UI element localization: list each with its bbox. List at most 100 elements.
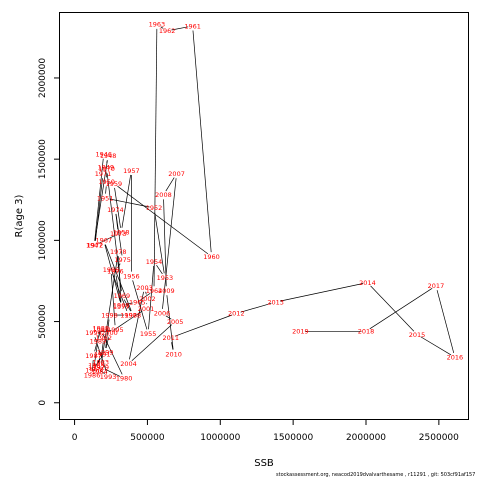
year-point-label: 1986: [84, 371, 101, 379]
year-point-label: 1998: [101, 311, 118, 319]
series-segment: [93, 345, 98, 366]
series-segment: [114, 187, 121, 228]
year-point-label: 1984: [91, 368, 108, 376]
year-point-label: 1980: [116, 375, 133, 383]
year-point-label: 1962: [159, 27, 176, 35]
x-axis: 0 500000 1000000 1500000 2000000 2500000: [72, 419, 459, 443]
series-segment: [153, 28, 158, 287]
year-point-label: 1975: [114, 256, 131, 264]
year-point-label: 1959: [106, 180, 123, 188]
year-point-label: 1977: [113, 303, 130, 311]
series-segment: [104, 244, 121, 302]
year-point-label: 1973: [110, 230, 127, 238]
series-segment: [131, 324, 173, 362]
series-segment: [105, 337, 109, 349]
year-point-label: 1993: [100, 373, 117, 381]
series-segment: [97, 329, 111, 333]
year-point-label: 1988: [93, 324, 110, 332]
year-point-label: 1955: [140, 330, 157, 338]
x-tick-label: 2500000: [419, 433, 459, 443]
series-segment: [162, 178, 177, 310]
year-point-label: 2003: [136, 284, 153, 292]
year-point-label: 2010: [165, 350, 182, 358]
year-point-label: 1974: [107, 206, 124, 214]
year-point-label: 1992: [88, 363, 105, 371]
year-point-label: 1956: [123, 272, 140, 280]
year-point-label: 2012: [228, 310, 245, 318]
series-segment: [94, 158, 104, 241]
series-segment: [166, 295, 174, 350]
plot-frame: [59, 12, 469, 420]
year-point-label: 1951: [97, 194, 114, 202]
series-segment: [279, 283, 364, 302]
series-segment: [420, 336, 452, 356]
series-segment: [105, 319, 110, 348]
series-segment: [171, 26, 189, 31]
x-axis-title: SSB: [254, 458, 274, 469]
year-point-label: 1953: [157, 274, 174, 282]
series-segment: [165, 177, 175, 192]
y-tick-label: 2000000: [38, 58, 48, 98]
series-segment: [105, 244, 132, 311]
year-point-label: 2006: [154, 310, 171, 318]
year-point-label: 2019: [292, 328, 309, 336]
y-tick-label: 1000000: [38, 220, 48, 260]
series-segment: [436, 290, 455, 354]
series-segment: [105, 186, 107, 194]
series-path-group: [92, 26, 455, 377]
year-point-label: 1996: [103, 266, 120, 274]
series-segment: [110, 274, 116, 326]
year-point-label: 1965: [129, 298, 146, 306]
series-segment: [115, 213, 123, 256]
year-point-label: 1987: [85, 352, 102, 360]
series-segment: [104, 368, 121, 377]
year-point-label: 1990: [85, 367, 102, 375]
series-segment: [370, 285, 415, 332]
year-point-label: 1964: [146, 287, 163, 295]
year-point-label: 1994: [85, 329, 102, 337]
series-segment: [97, 358, 101, 364]
series-segment: [99, 369, 105, 375]
year-point-label: 1948: [100, 152, 117, 160]
year-point-label: 2007: [168, 170, 185, 178]
series-segment: [117, 185, 209, 255]
year-point-label: 2014: [359, 279, 376, 287]
series-segment: [100, 342, 104, 358]
year-point-label: 1968: [125, 311, 142, 319]
year-point-label: 2016: [447, 354, 464, 362]
year-point-label: 1982: [95, 334, 112, 342]
year-point-label: 2011: [162, 334, 179, 342]
year-point-label: 1981: [93, 326, 110, 334]
year-point-label: 1971: [95, 170, 112, 178]
series-segment: [113, 310, 143, 331]
series-segment: [92, 360, 94, 371]
series-segment: [112, 273, 128, 311]
footer-credit: stockassessment.org, neacod2019dvalvarth…: [276, 472, 476, 478]
year-point-label: 2017: [428, 282, 445, 290]
y-tick-label: 500000: [38, 304, 48, 339]
year-point-label: 2001: [138, 305, 155, 313]
year-point-label: 2008: [155, 191, 172, 199]
year-point-label: 1966: [113, 302, 130, 310]
year-point-label: 1961: [184, 22, 201, 30]
x-tick-label: 0: [72, 433, 78, 443]
year-point-label: 2018: [358, 328, 375, 336]
year-point-label: 1983: [93, 358, 110, 366]
year-point-label: 1978: [110, 248, 127, 256]
series-segment: [163, 199, 167, 287]
series-segment: [148, 265, 154, 330]
year-point-label: 1958: [113, 229, 130, 237]
year-point-label: 1991: [94, 350, 111, 358]
series-segment: [160, 26, 164, 29]
year-point-label: 1963: [149, 21, 166, 29]
series-segment: [156, 265, 163, 275]
x-tick-label: 2000000: [346, 433, 386, 443]
year-point-label: 1997: [120, 311, 137, 319]
year-point-label: 1976: [107, 268, 124, 276]
year-point-label: 1970: [98, 165, 115, 173]
year-labels-group: 1946 1947 1948 1949 1950 1951 1952 1953 1954 1955…: [84, 21, 463, 383]
year-point-label: 1979: [93, 363, 110, 371]
year-point-label: 2004: [120, 360, 137, 368]
series-segment: [93, 369, 95, 372]
